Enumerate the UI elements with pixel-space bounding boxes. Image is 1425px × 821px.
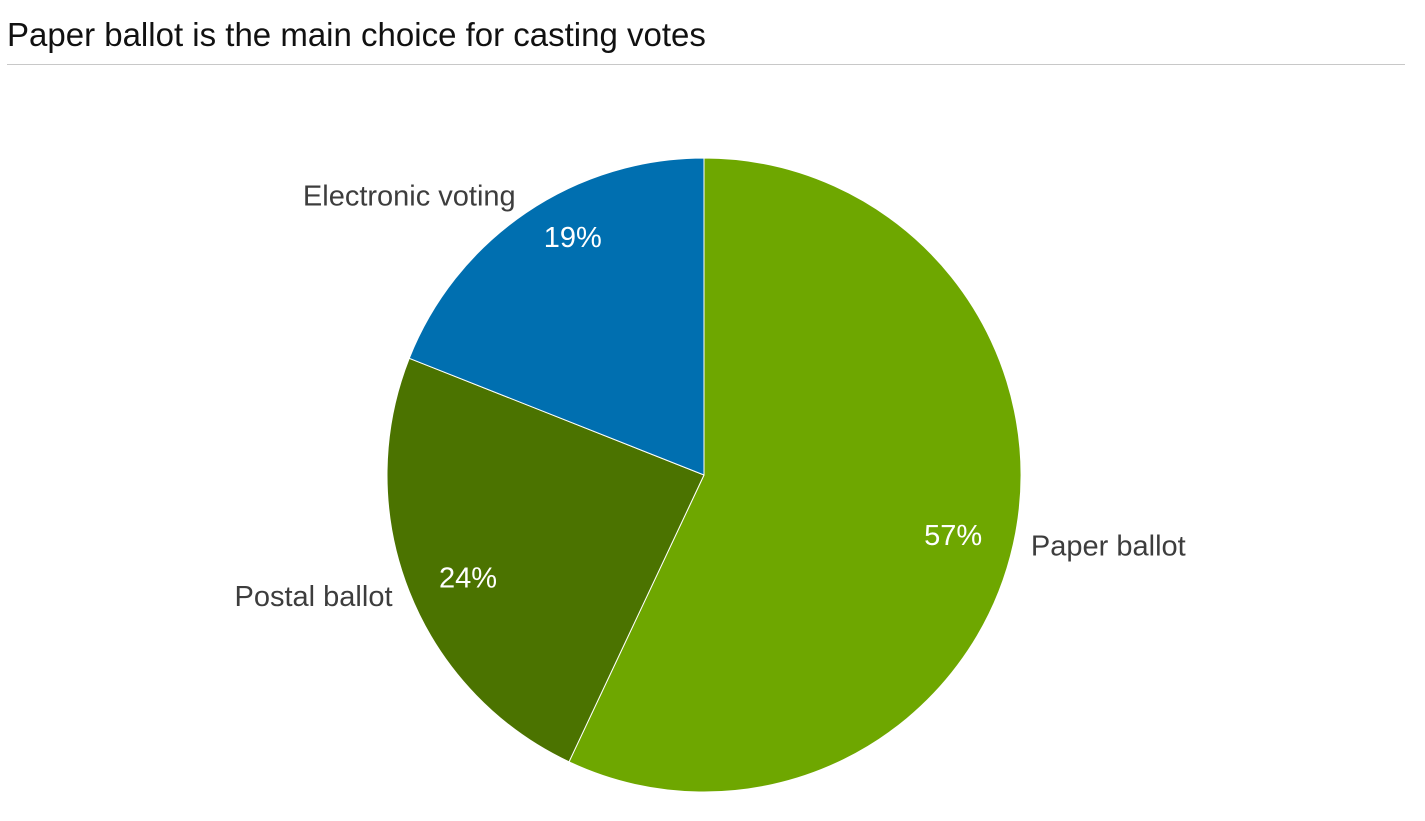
pie-labels: 57% Paper ballot 24% Postal ballot 19% Electr…	[235, 181, 1186, 613]
value-label-postal-ballot: 24%	[439, 563, 497, 595]
chart-title: Paper ballot is the main choice for cast…	[7, 16, 706, 53]
pie-slice-paper-ballot	[568, 157, 1022, 793]
value-label-paper-ballot: 57%	[924, 520, 982, 552]
title-divider	[7, 64, 1405, 65]
value-label-electronic-voting: 19%	[544, 222, 602, 254]
category-label-postal-ballot: Postal ballot	[235, 581, 393, 613]
category-label-electronic-voting: Electronic voting	[303, 181, 516, 213]
pie-slice-electronic-voting	[408, 157, 705, 476]
pie-slice-postal-ballot	[386, 357, 705, 763]
pie-slices	[386, 157, 1022, 793]
category-label-paper-ballot: Paper ballot	[1031, 531, 1186, 563]
